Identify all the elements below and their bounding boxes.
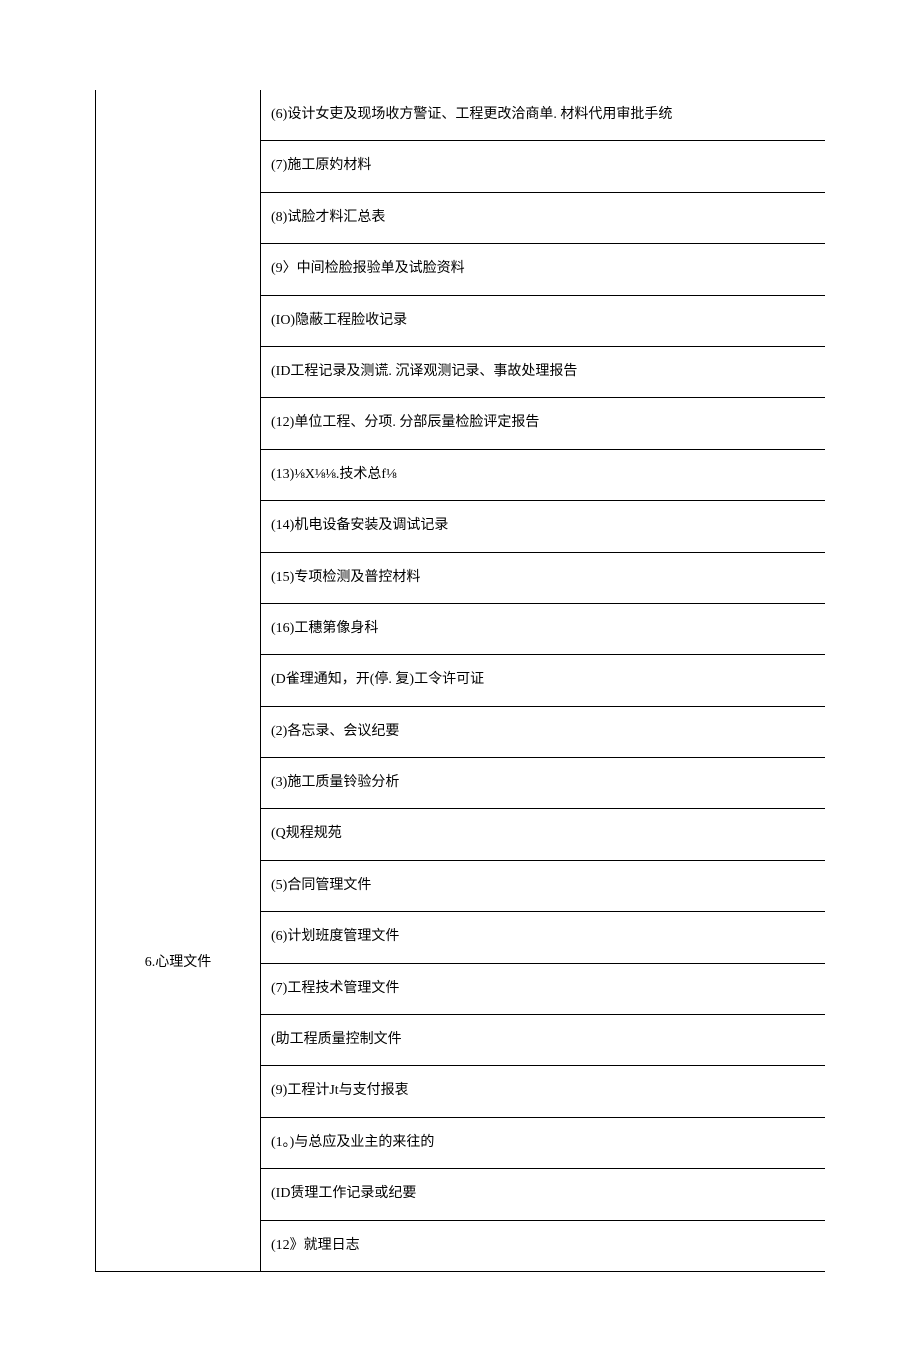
category-cell-1 bbox=[96, 90, 261, 655]
content-row: (13)⅛X⅛⅛.技术总f⅛ bbox=[261, 449, 826, 500]
content-row: (9)工程计Jt与支付报衷 bbox=[261, 1066, 826, 1117]
content-row: (9〉中间检脸报验单及试脸资料 bbox=[261, 244, 826, 295]
content-row: (Q规程规苑 bbox=[261, 809, 826, 860]
content-row: (1。)与总应及业主的来往的 bbox=[261, 1117, 826, 1168]
content-row: (助工程质量控制文件 bbox=[261, 1015, 826, 1066]
content-row: (12)单位工程、分项. 分部辰量检脸评定报告 bbox=[261, 398, 826, 449]
content-row: (ID工程记录及测谎. 沉译观测记录、事故处理报告 bbox=[261, 346, 826, 397]
content-row: (15)专项检测及普控材料 bbox=[261, 552, 826, 603]
content-row: (8)试脸才料汇总表 bbox=[261, 192, 826, 243]
content-row: (7)施工原妁材料 bbox=[261, 141, 826, 192]
content-row: (D雀理通知，开(停. 复)工令许可证 bbox=[261, 655, 826, 706]
content-row: (16)工穗第像身科 bbox=[261, 603, 826, 654]
content-row: (6)计划班度管理文件 bbox=[261, 912, 826, 963]
content-row: (12》就理日志 bbox=[261, 1220, 826, 1271]
content-row: (14)机电设备安装及调试记录 bbox=[261, 501, 826, 552]
content-row: (3)施工质量铃验分析 bbox=[261, 758, 826, 809]
content-row: (6)设计女吏及现场收方警证、工程更改洽商单. 材料代用审批手统 bbox=[261, 90, 826, 141]
content-row: (5)合同管理文件 bbox=[261, 860, 826, 911]
content-row: (IO)隐蔽工程脸收记录 bbox=[261, 295, 826, 346]
category-cell-2: 6.心理文件 bbox=[96, 655, 261, 1272]
content-row: (ID赁理工作记录或纪要 bbox=[261, 1169, 826, 1220]
content-row: (7)工程技术管理文件 bbox=[261, 963, 826, 1014]
document-table: (6)设计女吏及现场收方警证、工程更改洽商单. 材料代用审批手统 (7)施工原妁… bbox=[95, 90, 825, 1272]
content-row: (2)各忘录、会议纪要 bbox=[261, 706, 826, 757]
